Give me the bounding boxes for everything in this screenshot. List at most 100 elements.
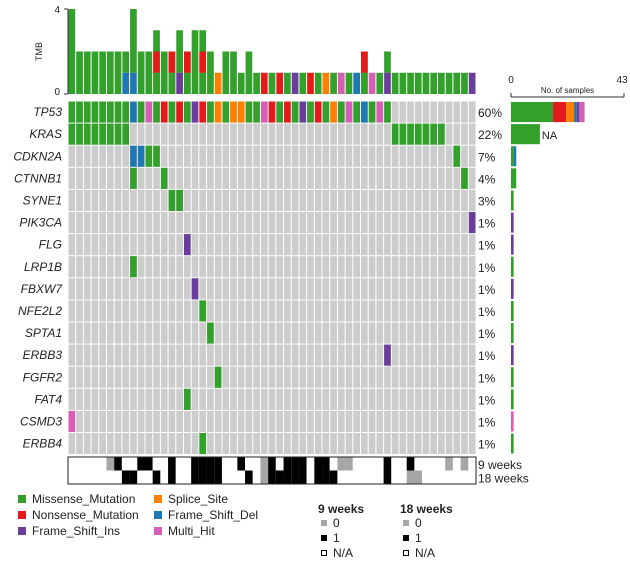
grid-cell	[438, 278, 445, 300]
grid-cell	[168, 167, 176, 189]
grid-cell	[407, 322, 414, 344]
legend-item-frameshift-ins: Frame_Shift_Ins	[18, 524, 120, 538]
grid-cell	[445, 433, 453, 455]
grid-cell	[391, 410, 399, 432]
annotation-cell	[291, 457, 299, 471]
samples-axis-label: No. of samples	[541, 86, 594, 95]
grid-cell	[461, 388, 468, 410]
grid-cell	[245, 433, 253, 455]
grid-cell	[160, 388, 168, 410]
grid-cell	[122, 145, 130, 167]
tmb-bar	[322, 72, 330, 94]
grid-cell	[199, 123, 207, 145]
grid-cell	[199, 167, 207, 189]
grid-cell	[245, 189, 253, 211]
annotation-cell	[345, 457, 353, 471]
grid-cell	[130, 234, 137, 256]
grid-cell	[214, 212, 222, 234]
grid-cell	[91, 322, 99, 344]
gene-bar-segment	[511, 190, 514, 211]
grid-cell	[91, 234, 99, 256]
annotation-cell	[422, 457, 430, 471]
na-label: NA	[542, 130, 558, 142]
annotation-cell	[314, 470, 323, 484]
annotation-cell	[121, 457, 130, 471]
ann-label-18w-1: 1	[415, 531, 422, 545]
grid-cell	[345, 167, 353, 189]
grid-cell	[468, 388, 476, 410]
ann-label-18w-0: 0	[415, 516, 422, 530]
grid-cell	[368, 145, 376, 167]
grid-cell	[399, 212, 407, 234]
grid-cell	[384, 322, 391, 344]
mutation-cell	[214, 366, 222, 388]
gene-label: CSMD3	[20, 414, 62, 428]
ann-label-18w-na: N/A	[415, 546, 436, 560]
annotation-cell	[368, 457, 376, 471]
grid-cell	[399, 167, 407, 189]
grid-cell	[314, 189, 322, 211]
grid-cell	[399, 322, 407, 344]
grid-cell	[183, 410, 191, 432]
grid-cell	[99, 189, 106, 211]
grid-cell	[168, 410, 176, 432]
grid-cell	[191, 189, 199, 211]
grid-cell	[453, 212, 461, 234]
tmb-bar	[384, 51, 391, 73]
tmb-bar	[145, 51, 153, 94]
mutation-cell	[461, 167, 468, 189]
grid-cell	[153, 123, 160, 145]
mutation-cell	[237, 101, 245, 123]
grid-cell	[122, 366, 130, 388]
tmb-bar-segment	[199, 72, 207, 94]
grid-cell	[106, 410, 114, 432]
grid-cell	[468, 300, 476, 322]
grid-cell	[176, 300, 183, 322]
grid-cell	[222, 388, 230, 410]
annotation-cell	[114, 470, 122, 484]
grid-cell	[130, 322, 137, 344]
grid-cell	[207, 123, 214, 145]
tmb-bar	[191, 30, 199, 94]
grid-cell	[353, 433, 361, 455]
annotation-cell	[168, 470, 176, 484]
annotation-cell	[429, 470, 438, 484]
grid-cell	[314, 366, 322, 388]
gene-label: FLG	[39, 238, 62, 252]
grid-cell	[414, 366, 422, 388]
grid-cell	[122, 234, 130, 256]
grid-cell	[145, 256, 153, 278]
grid-cell	[137, 212, 145, 234]
gene-bar-segment	[511, 146, 514, 167]
grid-cell	[461, 123, 468, 145]
grid-cell	[76, 212, 83, 234]
grid-cell	[83, 234, 91, 256]
tmb-bar	[314, 72, 322, 94]
annotation-cell	[137, 457, 145, 471]
tmb-bar	[260, 72, 268, 94]
grid-cell	[376, 145, 384, 167]
grid-cell	[345, 145, 353, 167]
grid-cell	[183, 256, 191, 278]
grid-cell	[230, 278, 237, 300]
gene-bar-segment	[511, 367, 514, 388]
grid-cell	[253, 167, 260, 189]
gene-bar-segment	[511, 256, 514, 277]
grid-cell	[68, 433, 76, 455]
grid-cell	[291, 433, 299, 455]
grid-cell	[160, 322, 168, 344]
tmb-bar	[176, 30, 183, 73]
mutation-cell	[384, 101, 391, 123]
grid-cell	[253, 388, 260, 410]
grid-cell	[260, 366, 268, 388]
mutation-cell	[183, 234, 191, 256]
percentage-label: 1%	[478, 371, 496, 385]
grid-cell	[222, 256, 230, 278]
grid-cell	[291, 344, 299, 366]
grid-cell	[176, 344, 183, 366]
legend-swatch-splice	[154, 495, 162, 503]
grid-cell	[145, 410, 153, 432]
grid-cell	[153, 322, 160, 344]
grid-cell	[414, 433, 422, 455]
grid-cell	[353, 234, 361, 256]
